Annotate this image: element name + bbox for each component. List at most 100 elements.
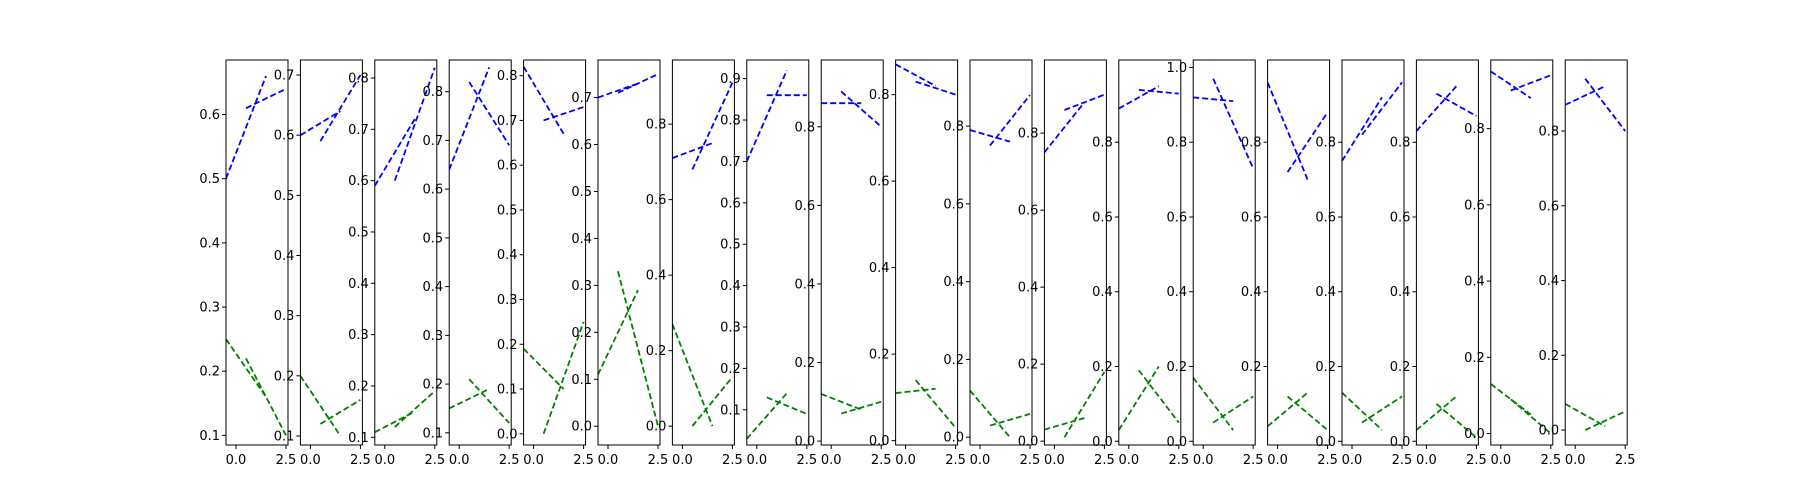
blue-dashed-line-2 bbox=[1361, 81, 1403, 136]
green-dashed-line-2 bbox=[1361, 395, 1403, 424]
x-tick-label: 0.0 bbox=[1267, 453, 1288, 468]
y-tick-label: 0.0 bbox=[1018, 435, 1039, 450]
subplot-2: 0.10.20.30.40.50.60.70.0 2.5 bbox=[274, 59, 371, 468]
y-tick-label: 0.2 bbox=[1390, 360, 1411, 375]
y-tick-label: 0.6 bbox=[720, 196, 741, 211]
y-tick-label: 0.4 bbox=[1390, 285, 1411, 300]
axes-frame bbox=[374, 59, 438, 446]
x-tick-label: 2.5 bbox=[350, 453, 371, 468]
green-dashed-line-1 bbox=[1490, 383, 1532, 416]
blue-dashed-line-2 bbox=[915, 80, 956, 96]
x-tick-label: 0.0 bbox=[523, 453, 544, 468]
x-tick-label: 0.0 bbox=[1193, 453, 1214, 468]
blue-dashed-line-1 bbox=[300, 110, 341, 136]
y-tick-label: 0.8 bbox=[1167, 136, 1188, 151]
axes-frame bbox=[1415, 59, 1479, 446]
y-tick-label: 0.6 bbox=[1315, 210, 1336, 225]
green-dashed-line-1 bbox=[1193, 377, 1234, 431]
blue-dashed-line-1 bbox=[1490, 70, 1532, 99]
y-tick-label: 0.6 bbox=[1390, 210, 1411, 225]
y-tick-label: 0.7 bbox=[423, 134, 444, 149]
y-tick-label: 0.4 bbox=[1315, 285, 1336, 300]
green-dashed-line-2 bbox=[989, 413, 1031, 427]
axes-frame bbox=[448, 59, 512, 446]
y-tick-label: 0.8 bbox=[1241, 136, 1262, 151]
green-dashed-line-2 bbox=[542, 321, 585, 435]
green-dashed-line-1 bbox=[374, 410, 416, 433]
axes-frame bbox=[671, 59, 735, 446]
y-tick-label: 0.6 bbox=[348, 174, 369, 189]
y-tick-label: 0.8 bbox=[646, 118, 667, 133]
y-tick-label: 0.3 bbox=[423, 329, 444, 344]
subplot-7: 0.00.20.40.60.80.0 2.5 bbox=[646, 59, 743, 468]
subplot-grid: 0.10.20.30.40.50.60.0 2.50.10.20.30.40.50… bbox=[199, 59, 1636, 468]
axes-frame bbox=[1490, 59, 1554, 446]
x-tick-label: 2.5 bbox=[424, 453, 445, 468]
axes-frame bbox=[1043, 59, 1107, 446]
y-tick-label: 0.2 bbox=[943, 353, 964, 368]
subplot-16: 0.0 0.2 0.4 0.6 0.8 0.0 2.5 bbox=[1315, 59, 1413, 468]
y-tick-label: 0.7 bbox=[348, 123, 369, 138]
y-tick-label: 0.5 bbox=[497, 203, 518, 218]
y-tick-label: 0.6 bbox=[869, 175, 890, 190]
green-dashed-line-1 bbox=[300, 375, 342, 437]
y-tick-label: 0.4 bbox=[1464, 275, 1485, 290]
x-tick-label: 0.0 bbox=[449, 453, 470, 468]
green-dashed-line-1 bbox=[1342, 392, 1383, 431]
y-tick-label: 0.1 bbox=[497, 383, 518, 398]
y-tick-label: 0.3 bbox=[348, 328, 369, 343]
y-tick-label: 0.4 bbox=[720, 279, 741, 294]
y-tick-label: 0.9 bbox=[720, 72, 741, 87]
series-group bbox=[821, 90, 882, 415]
y-tick-label: 0.3 bbox=[571, 279, 592, 294]
subplot-10: 0.00.20.40.60.80.0 2.5 bbox=[869, 59, 966, 468]
y-tick-label: 0.8 bbox=[795, 120, 816, 135]
y-tick-label: 0.6 bbox=[1167, 210, 1188, 225]
y-tick-label: 0.6 bbox=[571, 138, 592, 153]
y-tick-label: 0.1 bbox=[423, 426, 444, 441]
x-tick-label: 2.5 bbox=[499, 453, 520, 468]
x-tick-label: 0.0 bbox=[1118, 453, 1139, 468]
blue-dashed-line-1 bbox=[523, 66, 565, 135]
blue-dashed-line-2 bbox=[1510, 74, 1552, 92]
y-tick-label: 0.2 bbox=[423, 378, 444, 393]
y-tick-label: 0.3 bbox=[720, 321, 741, 336]
y-tick-label: 0.1 bbox=[720, 403, 741, 418]
series-group bbox=[1490, 70, 1552, 435]
x-tick-label: 2.5 bbox=[1540, 453, 1561, 468]
series-group bbox=[970, 94, 1031, 438]
y-tick-label: 0.5 bbox=[720, 238, 741, 253]
blue-dashed-line-1 bbox=[598, 82, 639, 99]
subplot-5: 0.00.10.20.30.40.50.60.70.80.0 2.5 bbox=[497, 59, 594, 468]
subplot-14: 0.0 0.2 0.4 0.6 0.8 1.0 0.0 2.5 bbox=[1167, 59, 1264, 468]
y-tick-label: 0.0 bbox=[1464, 427, 1485, 442]
y-tick-label: 0.4 bbox=[423, 280, 444, 295]
axes-frame bbox=[969, 59, 1033, 446]
subplot-17: 0.00.20.40.60.80.0 2.5 bbox=[1390, 59, 1487, 468]
green-dashed-line-2 bbox=[1138, 369, 1180, 424]
x-tick-label: 0.0 bbox=[374, 453, 395, 468]
subplot-8: 0.10.20.30.40.50.60.70.80.90.0 2.5 bbox=[720, 59, 817, 468]
y-tick-label: 0.4 bbox=[348, 277, 369, 292]
x-tick-label: 0.0 bbox=[746, 453, 767, 468]
blue-dashed-line-1 bbox=[1193, 96, 1234, 103]
x-tick-label: 2.5 bbox=[1615, 453, 1636, 468]
y-tick-label: 0.8 bbox=[423, 85, 444, 100]
y-tick-label: 0.6 bbox=[497, 159, 518, 174]
y-tick-label: 0.5 bbox=[423, 231, 444, 246]
green-dashed-line-2 bbox=[245, 357, 287, 436]
x-tick-label: 0.0 bbox=[300, 453, 321, 468]
series-group bbox=[672, 82, 734, 427]
y-tick-label: 0.5 bbox=[348, 225, 369, 240]
x-tick-label: 2.5 bbox=[1392, 453, 1413, 468]
blue-dashed-line-1 bbox=[374, 118, 416, 187]
y-tick-label: 0.8 bbox=[943, 120, 964, 135]
subplot-1: 0.1 0.2 0.3 0.4 0.5 0.6 0.0 2.5 bbox=[199, 59, 296, 468]
blue-dashed-line-2 bbox=[1138, 89, 1179, 95]
x-tick-label: 0.0 bbox=[1490, 453, 1511, 468]
series-group bbox=[746, 69, 808, 440]
blue-dashed-line-2 bbox=[468, 81, 510, 146]
y-tick-label: 0.2 bbox=[274, 369, 295, 384]
